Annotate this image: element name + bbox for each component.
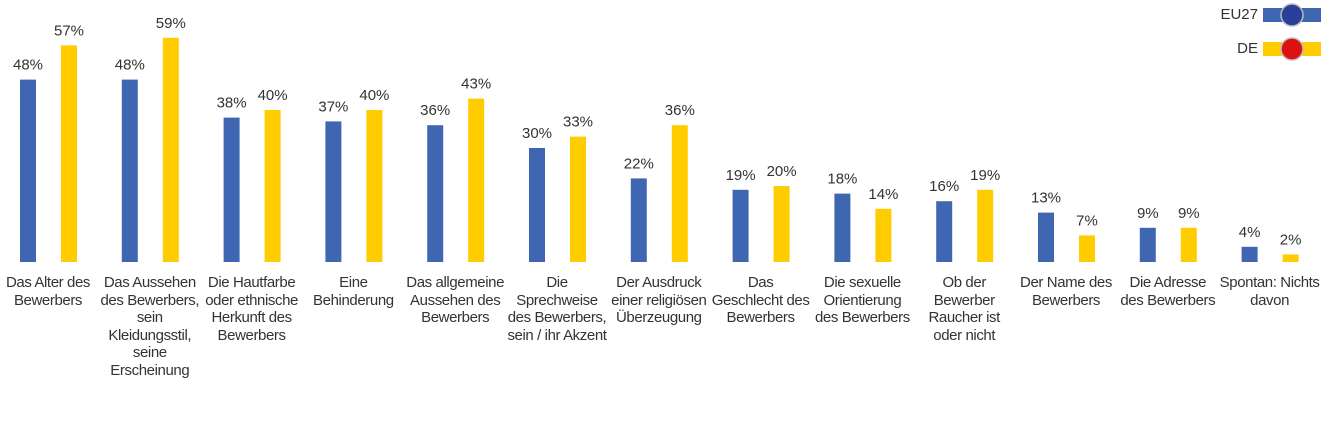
bar <box>1079 235 1095 262</box>
value-label: 59% <box>156 15 186 32</box>
bar <box>325 121 342 263</box>
bar <box>1038 212 1054 262</box>
value-label: 33% <box>563 114 593 131</box>
bar <box>732 189 749 262</box>
value-label: 16% <box>929 178 959 195</box>
bar <box>121 79 138 262</box>
bar <box>630 178 647 262</box>
category-label: Das Aussehen des Bewerbers, sein Kleidun… <box>100 274 200 379</box>
bar <box>875 208 892 262</box>
value-label: 14% <box>868 186 898 203</box>
value-label: 48% <box>115 57 145 74</box>
value-label: 7% <box>1076 212 1098 229</box>
bar <box>570 136 586 262</box>
bar <box>427 125 444 262</box>
category-label: Die Sprechweise des Bewerbers, sein / ih… <box>507 274 607 344</box>
category-label: Das Geschlecht des Bewerbers <box>711 274 810 326</box>
legend-label: EU27 <box>1220 6 1258 23</box>
legend-flag <box>1280 3 1304 27</box>
bar <box>1139 227 1156 262</box>
bar <box>468 98 485 262</box>
value-label: 9% <box>1137 205 1159 222</box>
category-label: Die Adresse des Bewerbers <box>1120 274 1216 309</box>
value-label: 43% <box>461 76 491 93</box>
value-label: 37% <box>318 98 348 115</box>
value-label: 20% <box>767 163 797 180</box>
bar <box>20 79 36 262</box>
category-label: Der Ausdruck einer religiösen Überzeugun… <box>611 274 707 326</box>
bar <box>529 148 545 262</box>
bar <box>1241 246 1258 262</box>
category-label: Die Hautfarbe oder ethnische Herkunft de… <box>205 274 298 344</box>
bar <box>671 125 688 262</box>
bar <box>61 45 77 263</box>
value-label: 22% <box>624 155 654 172</box>
legend-flag <box>1280 37 1304 61</box>
category-label: Der Name des Bewerbers <box>1020 274 1112 309</box>
value-label: 9% <box>1178 205 1200 222</box>
value-label: 36% <box>420 102 450 119</box>
bar <box>1282 254 1299 262</box>
value-label: 4% <box>1239 224 1261 241</box>
value-label: 38% <box>217 95 247 112</box>
category-label: Das Alter des Bewerbers <box>5 274 90 309</box>
legend-label: DE <box>1237 40 1258 57</box>
value-label: 40% <box>359 87 389 104</box>
value-label: 30% <box>522 125 552 142</box>
bar <box>773 186 790 262</box>
value-label: 19% <box>726 167 756 184</box>
category-label: Ob der Bewerber Raucher ist oder nicht <box>928 274 1000 344</box>
category-label: Spontan: Nichts davon <box>1219 274 1320 309</box>
category-label: Die sexuelle Orientierung des Bewerbers <box>814 274 910 326</box>
value-label: 13% <box>1031 190 1061 207</box>
bar <box>264 110 281 262</box>
bar <box>162 37 179 262</box>
value-label: 18% <box>827 171 857 188</box>
bar <box>936 201 953 262</box>
bar <box>977 189 994 262</box>
bar <box>223 117 240 262</box>
value-label: 48% <box>13 57 43 74</box>
value-label: 36% <box>665 102 695 119</box>
bar <box>366 110 383 262</box>
value-label: 2% <box>1280 231 1302 248</box>
value-label: 19% <box>970 167 1000 184</box>
bar <box>1180 227 1197 262</box>
category-label: Eine Behinderung <box>313 274 394 309</box>
value-label: 40% <box>258 87 288 104</box>
value-label: 57% <box>54 22 84 39</box>
bar <box>834 193 851 262</box>
category-label: Das allgemeine Aussehen des Bewerbers <box>406 274 505 326</box>
